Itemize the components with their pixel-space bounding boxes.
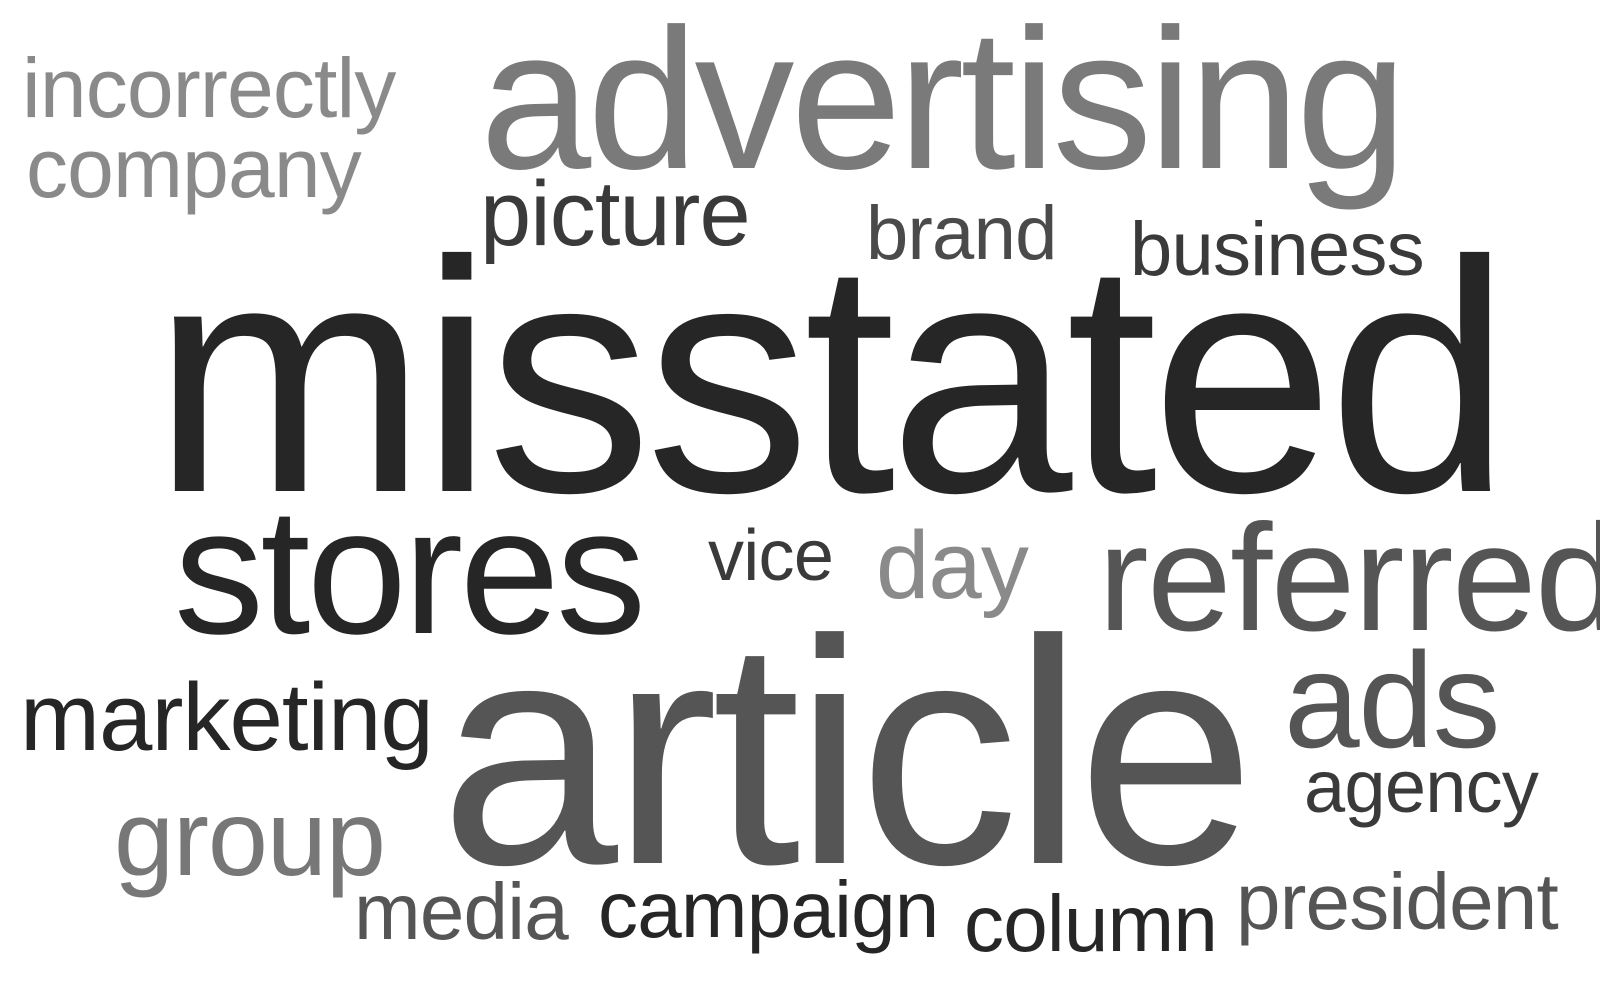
word-column: column: [964, 879, 1218, 968]
word-vice: vice: [708, 516, 834, 596]
word-advertising: advertising: [480, 0, 1407, 211]
word-brand: brand: [866, 191, 1057, 276]
word-business: business: [1130, 207, 1425, 292]
word-incorrectly: incorrectly: [22, 41, 396, 135]
word-article: article: [440, 573, 1255, 931]
word-misstated: misstated: [152, 192, 1511, 561]
word-company: company: [26, 121, 362, 215]
word-media: media: [354, 867, 569, 956]
word-referred: referred: [1098, 493, 1600, 663]
word-group: group: [114, 777, 386, 898]
word-stores: stores: [174, 471, 646, 672]
word-president: president: [1236, 857, 1559, 946]
word-agency: agency: [1304, 745, 1539, 828]
word-marketing: marketing: [20, 664, 434, 771]
word-picture: picture: [480, 163, 751, 265]
word-day: day: [876, 512, 1029, 619]
word-ads: ads: [1284, 624, 1501, 776]
word-campaign: campaign: [598, 865, 939, 954]
